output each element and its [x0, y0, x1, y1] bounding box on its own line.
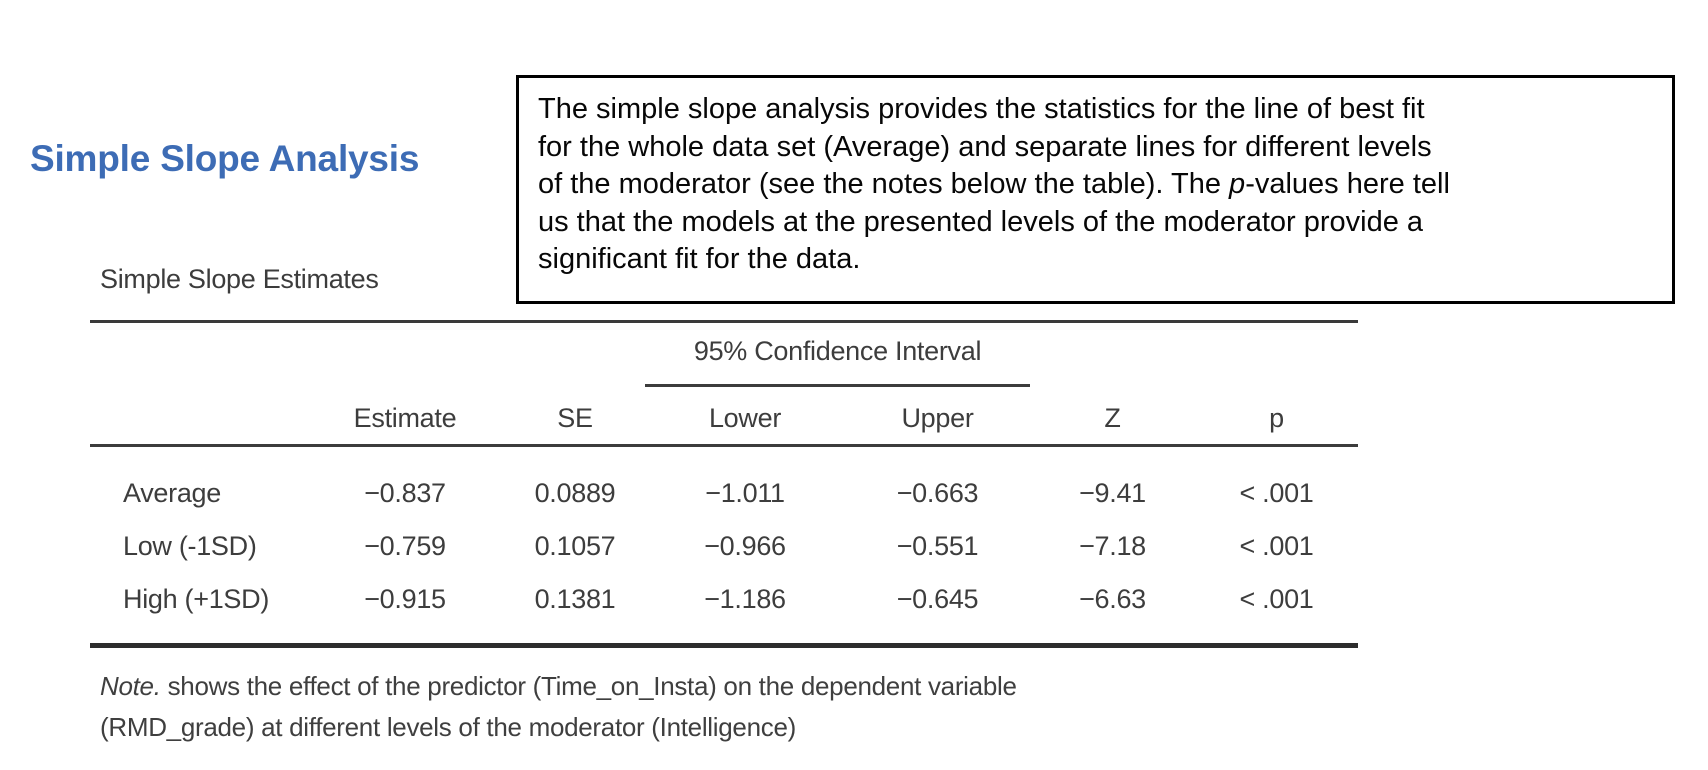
cell-ci-upper: −0.663: [896, 478, 979, 508]
column-header-z: Z: [1104, 403, 1121, 433]
table-body: Average −0.837 0.0889 −1.011 −0.663 −9.4…: [90, 447, 1358, 643]
cell-ci-lower: −1.186: [704, 584, 786, 614]
column-header-p: p: [1269, 403, 1284, 433]
cell-se: 0.0889: [534, 478, 616, 508]
annotation-line-1: The simple slope analysis provides the s…: [538, 93, 1425, 125]
cell-p: < .001: [1239, 531, 1314, 561]
cell-estimate: −0.915: [364, 584, 446, 614]
note-prefix: Note.: [100, 671, 161, 701]
simple-slope-estimates-table: 95% Confidence Interval Estimate SE Lowe…: [90, 320, 1358, 648]
row-label: Average: [123, 478, 221, 508]
cell-estimate: −0.837: [364, 478, 446, 508]
annotation-line-3-pre: of the moderator (see the notes below th…: [538, 168, 1230, 200]
cell-se: 0.1381: [534, 584, 616, 614]
confidence-interval-spanner-row: 95% Confidence Interval: [90, 323, 1358, 387]
table-row-high-1sd: High (+1SD) −0.915 0.1381 −1.186 −0.645 …: [90, 573, 1358, 626]
table-note-line-2: (RMD_grade) at different levels of the m…: [100, 712, 796, 742]
cell-ci-upper: −0.551: [896, 531, 979, 561]
cell-z: −6.63: [1079, 584, 1146, 614]
cell-p: < .001: [1239, 478, 1314, 508]
cell-ci-lower: −0.966: [704, 531, 786, 561]
annotation-line-4: us that the models at the presented leve…: [538, 205, 1424, 238]
cell-z: −7.18: [1079, 531, 1146, 561]
cell-p: < .001: [1239, 584, 1314, 614]
table-header-row: Estimate SE Lower Upper Z p: [90, 387, 1358, 447]
confidence-interval-spanner: 95% Confidence Interval: [645, 323, 1030, 387]
column-header-blank: [90, 413, 305, 419]
row-label: High (+1SD): [123, 584, 270, 614]
cell-estimate: −0.759: [364, 531, 446, 561]
page-title: Simple Slope Analysis: [30, 138, 420, 179]
annotation-line-5: significant fit for the data.: [538, 243, 861, 275]
column-header-se: SE: [557, 403, 593, 433]
column-header-upper: Upper: [901, 403, 974, 433]
annotation-line-3: of the moderator (see the notes below th…: [538, 166, 1658, 204]
cell-ci-upper: −0.645: [896, 584, 979, 614]
row-label: Low (-1SD): [123, 531, 257, 561]
annotation-line-3-italic-p: p: [1229, 168, 1246, 200]
column-header-lower: Lower: [708, 403, 782, 433]
table-note: Note. shows the effect of the predictor …: [100, 666, 1017, 748]
cell-se: 0.1057: [534, 531, 616, 561]
table-note-line-1: Note. shows the effect of the predictor …: [100, 666, 1017, 707]
annotation-line-2: for the whole data set (Average) and sep…: [538, 130, 1432, 163]
table-row-average: Average −0.837 0.0889 −1.011 −0.663 −9.4…: [90, 467, 1358, 520]
note-text-1: shows the effect of the predictor (Time_…: [160, 671, 1017, 701]
annotation-box: The simple slope analysis provides the s…: [516, 75, 1675, 304]
table-title: Simple Slope Estimates: [100, 264, 379, 294]
column-header-estimate: Estimate: [353, 403, 457, 433]
cell-ci-lower: −1.011: [705, 478, 785, 508]
annotation-line-3-post: -values here tell: [1245, 168, 1450, 200]
table-row-low-1sd: Low (-1SD) −0.759 0.1057 −0.966 −0.551 −…: [90, 520, 1358, 573]
cell-z: −9.41: [1079, 478, 1146, 508]
